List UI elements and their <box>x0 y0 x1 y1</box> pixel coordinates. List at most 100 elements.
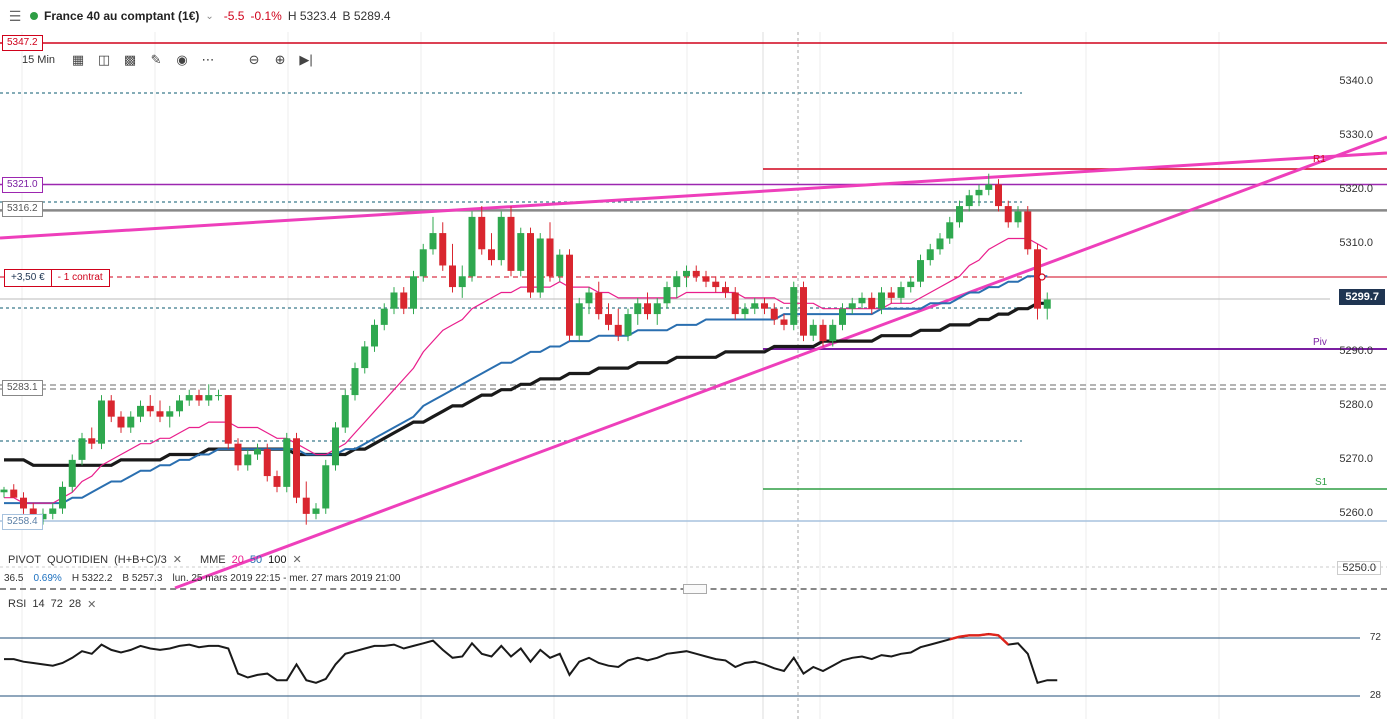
position-tag[interactable]: +3,50 € - 1 contrat <box>4 269 110 287</box>
timeframe-select[interactable]: 15 Min <box>22 54 56 66</box>
trendline-upper <box>0 151 1387 240</box>
rsi-name[interactable]: RSI <box>8 598 27 610</box>
instrument-name[interactable]: France 40 au comptant (1€) <box>44 9 200 23</box>
price-axis-tick: 5320.0 <box>1339 182 1373 195</box>
close-mme-icon[interactable]: ✕ <box>292 554 302 566</box>
pivot-indicator-name[interactable]: PIVOT <box>8 553 42 566</box>
candle-body <box>965 195 973 207</box>
candle-body <box>458 276 466 288</box>
candle-body <box>59 486 66 509</box>
pencil-icon[interactable]: ✎ <box>150 52 162 67</box>
candle-body <box>390 292 398 309</box>
candle-body <box>429 233 437 250</box>
pivot-label-s1: S1 <box>1315 477 1328 488</box>
bid-price: B 5289.4 <box>342 9 391 23</box>
candle-body <box>244 454 252 466</box>
range-low: B 5257.3 <box>122 573 163 584</box>
price-tag-5321: 5321.0 <box>2 177 43 193</box>
candle-body <box>78 438 86 460</box>
candle-body <box>527 233 534 293</box>
mme-period-20[interactable]: 20 <box>231 553 244 566</box>
mme-period-50[interactable]: 50 <box>249 553 263 566</box>
pivot-label-piv: Piv <box>1313 337 1327 348</box>
range-points: 36.5 <box>4 573 24 584</box>
candle-body <box>848 303 856 309</box>
price-axis-tick: 5260.0 <box>1339 506 1373 519</box>
hamburger-icon[interactable]: ☰ <box>8 7 22 24</box>
position-pl: +3,50 € <box>5 270 52 286</box>
ema-50-line <box>4 275 1048 505</box>
rsi-indicator-header: RSI 14 72 28 ✕ <box>8 598 96 611</box>
candle-body <box>614 324 622 336</box>
zoom-out-icon[interactable]: ⊖ <box>248 52 260 67</box>
candle-body <box>722 287 729 293</box>
eye-icon[interactable]: ◉ <box>176 52 188 67</box>
candle-body <box>731 292 739 315</box>
candle-body <box>566 254 573 336</box>
candle-body <box>751 303 759 309</box>
rsi-level-72: 72 <box>1369 632 1381 643</box>
candle-body <box>936 238 944 250</box>
more-icon[interactable]: ⋯ <box>201 52 215 67</box>
candle-body <box>361 346 369 369</box>
price-tag-5258: 5258.4 <box>2 514 43 530</box>
price-axis-tick: 5290.0 <box>1339 344 1373 357</box>
price-axis-tick: 5330.0 <box>1339 128 1373 141</box>
candle-body <box>127 416 135 428</box>
candle-body <box>302 497 310 514</box>
candle-body <box>273 476 281 487</box>
play-forward-icon[interactable]: ▶| <box>299 52 313 67</box>
candle-body <box>98 400 105 444</box>
close-pivot-icon[interactable]: ✕ <box>172 554 182 566</box>
candle-body <box>254 449 261 455</box>
rsi-lower[interactable]: 28 <box>68 598 82 610</box>
price-tag-5347: 5347.2 <box>2 35 43 51</box>
candle-body <box>644 303 651 315</box>
candle-body <box>985 184 993 190</box>
current-price-tag: 5299.7 <box>1339 289 1385 305</box>
candle-body <box>1043 299 1051 309</box>
position-contracts: - 1 contrat <box>57 272 103 283</box>
candle-body <box>39 513 47 520</box>
close-rsi-icon[interactable]: ✕ <box>87 599 97 611</box>
candle-body <box>449 265 456 288</box>
candle-type-icon[interactable]: ◫ <box>97 52 111 67</box>
candle-body <box>20 497 27 509</box>
candle-body <box>673 276 681 288</box>
ema-100-line <box>4 301 1048 467</box>
candle-body <box>907 281 915 288</box>
trendline-lower <box>174 135 1387 590</box>
rsi-line <box>4 632 1058 685</box>
mme-indicator-name[interactable]: MME <box>199 553 226 566</box>
high-price: H 5323.4 <box>287 9 337 23</box>
candle-body <box>887 292 895 298</box>
rsi-level-28: 28 <box>1369 690 1381 701</box>
pivot-indicator-formula[interactable]: (H+B+C)/3 <box>114 553 167 566</box>
candle-body <box>439 233 447 266</box>
range-dates: lun. 25 mars 2019 22:15 - mer. 27 mars 2… <box>172 573 401 584</box>
calendar-icon[interactable]: ▦ <box>71 52 85 67</box>
candle-body <box>517 233 525 271</box>
candle-body <box>146 405 154 412</box>
rsi-overbought-segment <box>997 634 1010 646</box>
pivot-indicator-period[interactable]: QUOTIDIEN <box>47 553 109 566</box>
candle-body <box>692 270 700 277</box>
mme-period-100[interactable]: 100 <box>268 553 287 566</box>
rsi-upper[interactable]: 72 <box>50 598 63 610</box>
candle-body <box>712 281 720 288</box>
candle-body <box>215 395 222 397</box>
chevron-down-icon[interactable]: ⌄ <box>205 10 214 22</box>
candle-body <box>780 319 788 325</box>
candle-body <box>410 276 417 309</box>
candle-body <box>49 508 57 514</box>
rsi-period[interactable]: 14 <box>32 598 45 610</box>
candle-body <box>400 292 408 309</box>
pane-resize-handle[interactable] <box>683 584 707 594</box>
candle-body <box>858 297 866 304</box>
bar-chart-icon[interactable]: ▩ <box>123 52 137 67</box>
candle-body <box>205 395 213 401</box>
zoom-in-icon[interactable]: ⊕ <box>274 52 286 67</box>
chart-header: ☰ France 40 au comptant (1€) ⌄ -5.5 -0.1… <box>0 0 1387 32</box>
candle-body <box>341 395 349 428</box>
